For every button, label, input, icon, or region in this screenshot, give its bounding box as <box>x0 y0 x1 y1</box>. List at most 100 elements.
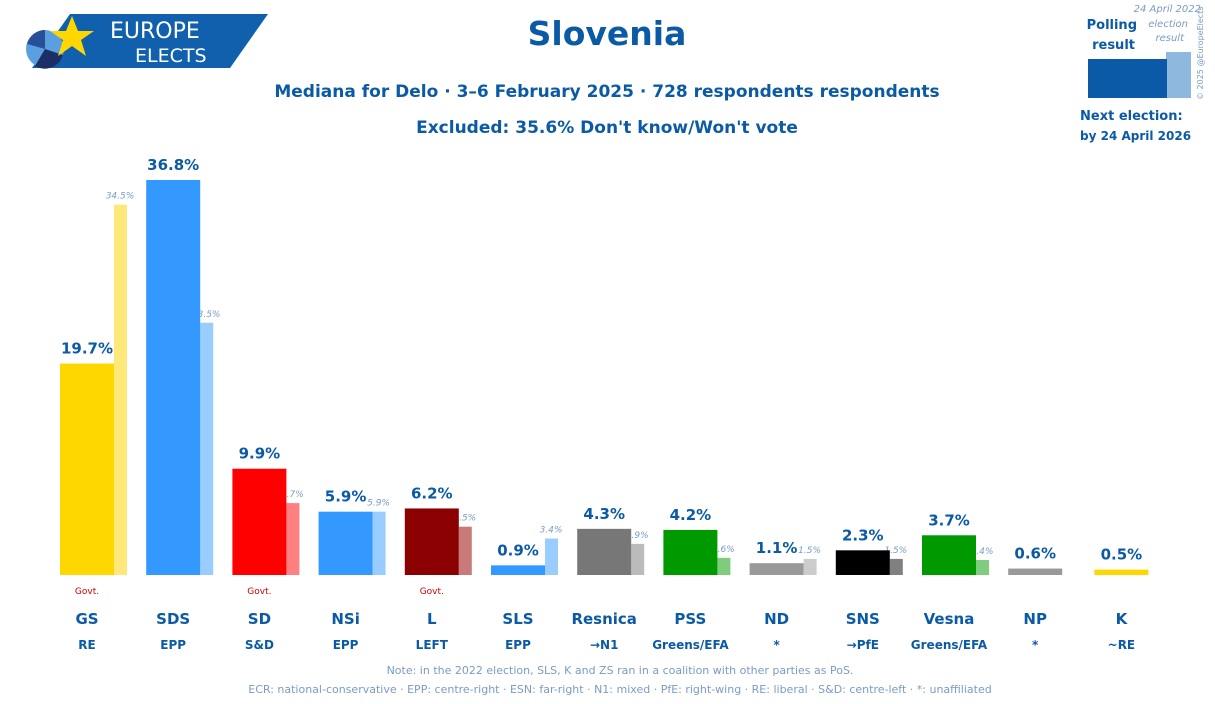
value-label-sd: 9.9% <box>239 445 281 463</box>
next-election-date: by 24 April 2026 <box>1080 129 1191 143</box>
value-label-nd: 1.1% <box>756 539 798 557</box>
prev-value-label-sd: 6.7% <box>281 490 304 500</box>
prev-value-label-nsi: 5.9% <box>367 499 390 509</box>
bar-sd <box>232 468 287 575</box>
prev-bar-nd <box>803 558 817 575</box>
value-label-resnica: 4.3% <box>583 505 625 523</box>
value-label-gs: 19.7% <box>61 340 113 358</box>
prev-value-label-vesna: 1.4% <box>971 547 994 557</box>
bar-resnica <box>577 528 632 575</box>
category-label-resnica: Resnica <box>571 610 637 628</box>
category-label-vesna: Vesna <box>924 610 975 628</box>
bar-pss <box>663 529 718 575</box>
legend-election-label-1: 24 April 2022 <box>1134 4 1201 15</box>
prev-value-label-pss: 1.6% <box>712 545 735 555</box>
group-label-gs: RE <box>78 638 95 652</box>
footnote-group-legend: ECR: national-conservative · EPP: centre… <box>248 683 991 696</box>
logo-globe-segment-b <box>35 49 63 69</box>
prev-bar-gs <box>114 204 127 575</box>
group-label-np: * <box>1032 638 1039 652</box>
prev-bar-sd <box>286 503 300 575</box>
prev-value-label-nd: 1.5% <box>798 546 821 556</box>
prev-bar-sns <box>889 558 903 575</box>
bar-sds <box>146 180 201 575</box>
bar-sls <box>491 565 545 575</box>
prev-value-label-resnica: 2.9% <box>626 531 649 541</box>
logo-text-europe: EUROPE <box>110 19 200 44</box>
value-label-sns: 2.3% <box>842 526 884 544</box>
category-label-gs: GS <box>75 610 98 628</box>
value-label-vesna: 3.7% <box>928 511 970 529</box>
chart-subtitle: Mediana for Delo · 3–6 February 2025 · 7… <box>274 82 939 102</box>
category-label-l: L <box>427 610 437 628</box>
logo-banner <box>32 14 268 68</box>
legend-polling-swatch <box>1088 59 1167 98</box>
value-label-k: 0.5% <box>1101 546 1143 564</box>
bar-nd <box>749 563 804 575</box>
copyright-text: © 2025 @EuropeElects <box>1196 7 1205 100</box>
group-label-sls: EPP <box>505 638 531 652</box>
category-label-sd: SD <box>248 610 271 628</box>
prev-bar-l <box>458 526 472 575</box>
prev-value-label-l: 4.5% <box>453 514 476 524</box>
category-label-np: NP <box>1023 610 1047 628</box>
europe-elects-logo: EUROPE ELECTS <box>26 14 268 69</box>
group-label-sd: S&D <box>245 638 274 652</box>
value-label-l: 6.2% <box>411 484 453 502</box>
logo-globe-segment-a <box>27 30 45 49</box>
next-election-label: Next election: <box>1080 109 1183 124</box>
category-label-sls: SLS <box>502 610 533 628</box>
category-label-nsi: NSi <box>331 610 360 628</box>
bar-l <box>404 508 459 575</box>
legend-election-swatch <box>1166 52 1191 98</box>
govt-label-l: Govt. <box>420 587 444 597</box>
chart-legend: Polling result 24 April 2022 election re… <box>1080 4 1205 143</box>
prev-value-label-sls: 3.4% <box>540 526 563 536</box>
prev-value-label-gs: 34.5% <box>106 192 135 202</box>
page-title: Slovenia <box>528 14 687 53</box>
bar-sns <box>835 550 890 575</box>
excluded-note: Excluded: 35.6% Don't know/Won't vote <box>416 118 798 138</box>
value-label-pss: 4.2% <box>670 506 712 524</box>
value-label-sls: 0.9% <box>497 541 539 559</box>
logo-star-icon <box>50 16 94 56</box>
govt-label-gs: Govt. <box>75 587 99 597</box>
footnote-coalition: Note: in the 2022 election, SLS, K and Z… <box>387 664 854 677</box>
group-label-nsi: EPP <box>333 638 359 652</box>
legend-polling-label-1: Polling <box>1087 18 1137 33</box>
govt-label-sd: Govt. <box>247 587 271 597</box>
group-label-sns: →PfE <box>847 638 879 652</box>
prev-value-label-sds: 23.5% <box>192 310 221 320</box>
prev-value-label-sns: 1.5% <box>884 546 907 556</box>
prev-bar-resnica <box>631 543 645 575</box>
bar-nsi <box>318 511 373 575</box>
legend-election-label-2: election <box>1148 19 1188 30</box>
bar-vesna <box>922 535 976 575</box>
value-label-np: 0.6% <box>1014 545 1056 563</box>
logo-text-elects: ELECTS <box>135 45 207 67</box>
bar-k <box>1094 569 1149 575</box>
group-label-sds: EPP <box>160 638 186 652</box>
bars-layer: 34.5% 19.7% Govt. GS RE 23.5% 36.8% SDS EPP 6.7% 9… <box>60 156 1149 652</box>
prev-bar-sls <box>545 538 558 575</box>
group-label-k: ~RE <box>1108 638 1136 652</box>
prev-bar-nsi <box>372 511 386 575</box>
group-label-vesna: Greens/EFA <box>911 638 988 652</box>
legend-election-label-3: result <box>1155 33 1185 44</box>
category-label-pss: PSS <box>674 610 706 628</box>
bar-np <box>1008 568 1063 575</box>
group-label-l: LEFT <box>416 638 449 652</box>
bar-gs <box>60 363 114 575</box>
value-label-sds: 36.8% <box>147 156 199 174</box>
category-label-nd: ND <box>764 610 789 628</box>
category-label-k: K <box>1116 610 1129 628</box>
prev-bar-pss <box>717 557 731 575</box>
prev-bar-sds <box>200 322 214 575</box>
category-label-sns: SNS <box>846 610 880 628</box>
value-label-nsi: 5.9% <box>325 488 367 506</box>
group-label-nd: * <box>773 638 780 652</box>
category-label-sds: SDS <box>156 610 190 628</box>
legend-polling-label-2: result <box>1092 38 1135 53</box>
